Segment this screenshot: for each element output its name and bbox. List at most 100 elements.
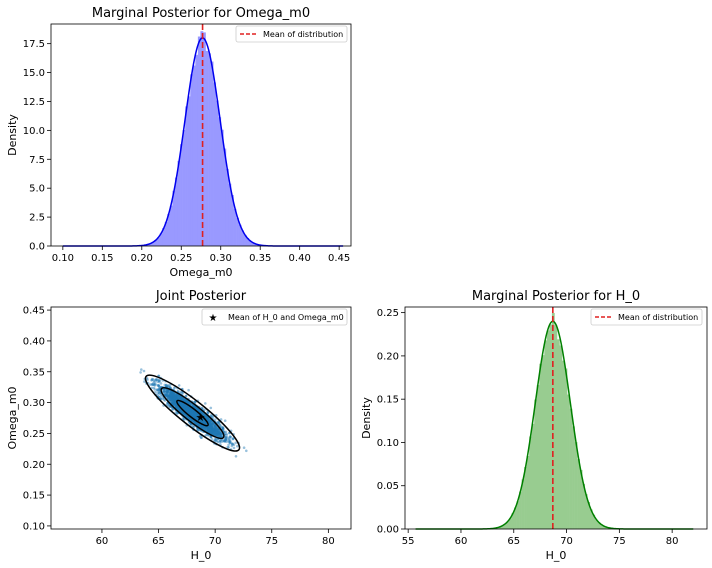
scatter-point (195, 417, 198, 420)
scatter-point (193, 412, 197, 416)
scatter-point (186, 409, 190, 412)
scatter-point (218, 432, 222, 436)
scatter-point (189, 412, 192, 416)
scatter-point (196, 418, 199, 421)
omega-hist-bar (225, 168, 229, 246)
scatter-point (191, 412, 194, 415)
scatter-point (195, 414, 198, 418)
scatter-point (200, 420, 203, 424)
scatter-point (188, 407, 192, 410)
scatter-point (182, 406, 186, 410)
scatter-point (190, 411, 193, 414)
scatter-point (209, 423, 212, 427)
scatter-point (208, 420, 211, 423)
h0-hist-bar (546, 330, 550, 529)
scatter-point (208, 423, 212, 427)
scatter-point (173, 396, 177, 399)
scatter-point (209, 431, 213, 435)
scatter-point (169, 395, 172, 399)
scatter-point (157, 389, 160, 392)
scatter-point (185, 406, 188, 409)
scatter-point (184, 407, 188, 411)
scatter-point (223, 439, 227, 443)
scatter-point (209, 425, 213, 428)
scatter-point (242, 446, 246, 450)
scatter-point (208, 425, 212, 429)
scatter-point (220, 440, 223, 444)
scatter-point (209, 430, 212, 434)
scatter-point (226, 436, 229, 439)
h0-hist-bar (554, 325, 558, 529)
scatter-point (166, 390, 169, 394)
scatter-point (182, 404, 186, 408)
scatter-point (169, 396, 172, 399)
scatter-point (170, 395, 173, 399)
scatter-point (176, 396, 179, 400)
omega-hist-bar (177, 160, 181, 246)
scatter-point (198, 417, 201, 421)
scatter-point (198, 409, 201, 413)
scatter-point (182, 403, 186, 406)
omega-y-tick-label: 0.0 (29, 242, 45, 253)
scatter-point (181, 405, 185, 409)
scatter-point (217, 431, 220, 434)
scatter-point (207, 427, 210, 431)
scatter-point (194, 414, 197, 418)
scatter-point (198, 424, 201, 428)
scatter-point (185, 409, 189, 413)
scatter-point (200, 417, 203, 420)
scatter-point (187, 410, 190, 414)
scatter-point (188, 409, 192, 413)
scatter-point (209, 419, 212, 422)
scatter-point (197, 415, 201, 419)
scatter-point (182, 403, 185, 407)
scatter-point (166, 389, 170, 392)
scatter-point (197, 415, 200, 419)
scatter-point (197, 408, 200, 412)
omega-legend-label: Mean of distribution (263, 30, 343, 39)
omega-y-tick-label: 15.0 (23, 68, 45, 79)
scatter-point (164, 394, 168, 397)
scatter-point (198, 416, 202, 420)
scatter-point (171, 396, 175, 399)
omega-hist-bar (174, 177, 178, 246)
omega-x-tick-label: 0.20 (131, 253, 153, 264)
scatter-point (178, 409, 182, 412)
scatter-point (198, 416, 201, 420)
scatter-point (195, 417, 199, 421)
scatter-point (192, 413, 195, 417)
scatter-point (188, 407, 191, 411)
scatter-point (225, 440, 228, 444)
scatter-point (208, 423, 211, 427)
scatter-point (194, 414, 198, 418)
scatter-point (180, 398, 183, 401)
scatter-point (195, 428, 199, 431)
scatter-point (188, 407, 191, 411)
scatter-point (186, 407, 189, 411)
scatter-point (213, 429, 216, 433)
scatter-point (206, 418, 210, 421)
scatter-point (199, 424, 202, 427)
scatter-point (169, 396, 173, 400)
scatter-point (181, 403, 184, 407)
h0-hist-bar (594, 519, 598, 529)
scatter-point (198, 423, 201, 427)
scatter-point (199, 418, 203, 422)
scatter-point (195, 412, 199, 416)
scatter-point (219, 434, 222, 438)
scatter-point (186, 407, 189, 411)
scatter-point (204, 422, 208, 426)
scatter-point (186, 406, 190, 410)
scatter-point (189, 408, 193, 411)
scatter-point (211, 425, 214, 429)
scatter-point (206, 418, 209, 421)
scatter-point (211, 428, 214, 431)
scatter-point (176, 394, 179, 398)
scatter-point (190, 409, 193, 412)
scatter-point (200, 417, 203, 421)
scatter-point (169, 391, 172, 395)
scatter-point (182, 406, 185, 410)
scatter-point (165, 394, 169, 397)
scatter-point (199, 419, 202, 423)
scatter-point (183, 406, 187, 409)
